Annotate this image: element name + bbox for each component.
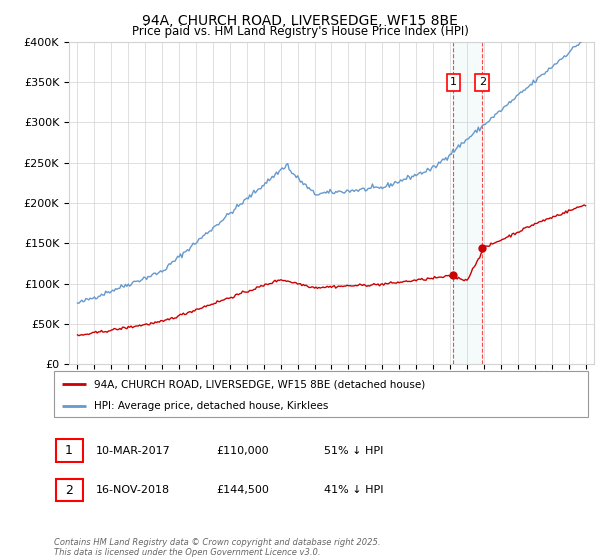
Text: Contains HM Land Registry data © Crown copyright and database right 2025.
This d: Contains HM Land Registry data © Crown c…: [54, 538, 380, 557]
Text: £110,000: £110,000: [216, 446, 269, 456]
Text: 2: 2: [479, 77, 486, 87]
Text: 16-NOV-2018: 16-NOV-2018: [96, 485, 170, 495]
Text: 94A, CHURCH ROAD, LIVERSEDGE, WF15 8BE: 94A, CHURCH ROAD, LIVERSEDGE, WF15 8BE: [142, 14, 458, 28]
Bar: [454, 42, 482, 364]
Text: 10-MAR-2017: 10-MAR-2017: [96, 446, 171, 456]
FancyBboxPatch shape: [56, 440, 83, 462]
Text: 1: 1: [65, 444, 73, 458]
Text: 94A, CHURCH ROAD, LIVERSEDGE, WF15 8BE (detached house): 94A, CHURCH ROAD, LIVERSEDGE, WF15 8BE (…: [94, 379, 425, 389]
Text: 2: 2: [65, 483, 73, 497]
Text: £144,500: £144,500: [216, 485, 269, 495]
Text: HPI: Average price, detached house, Kirklees: HPI: Average price, detached house, Kirk…: [94, 401, 328, 410]
Text: Price paid vs. HM Land Registry's House Price Index (HPI): Price paid vs. HM Land Registry's House …: [131, 25, 469, 38]
Text: 1: 1: [450, 77, 457, 87]
Text: 41% ↓ HPI: 41% ↓ HPI: [324, 485, 383, 495]
Text: 51% ↓ HPI: 51% ↓ HPI: [324, 446, 383, 456]
FancyBboxPatch shape: [56, 479, 83, 501]
FancyBboxPatch shape: [54, 371, 588, 417]
